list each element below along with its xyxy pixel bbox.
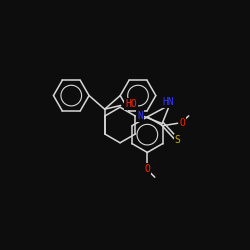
Text: N: N: [137, 111, 143, 121]
Text: O: O: [180, 118, 186, 128]
Text: O: O: [144, 164, 150, 173]
Text: S: S: [175, 134, 181, 144]
Text: HN: HN: [162, 97, 174, 107]
Text: HO: HO: [125, 99, 137, 109]
